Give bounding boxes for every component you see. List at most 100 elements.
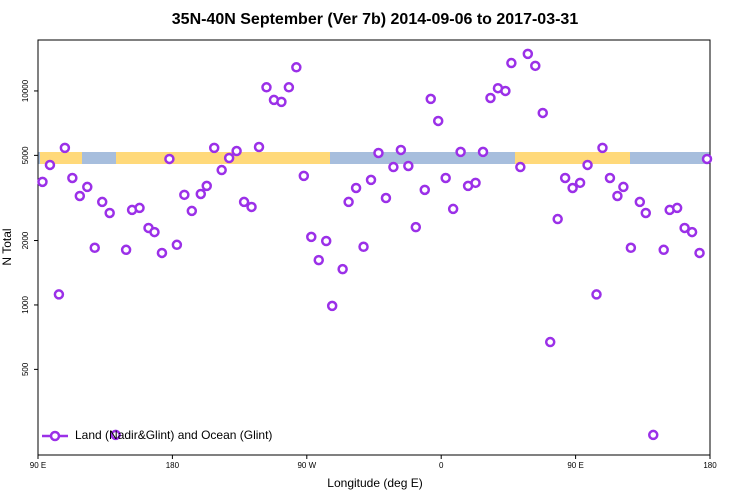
x-tick-label: 90 E xyxy=(30,461,46,470)
point xyxy=(231,145,242,157)
point xyxy=(574,177,586,189)
point xyxy=(110,429,121,441)
point xyxy=(658,244,669,256)
point xyxy=(276,96,287,108)
point xyxy=(410,221,422,233)
point xyxy=(530,60,541,72)
point xyxy=(625,242,637,254)
legend-marker xyxy=(49,430,61,442)
point xyxy=(53,289,65,300)
point xyxy=(291,62,302,73)
y-tick-label: 10000 xyxy=(21,79,30,102)
y-tick-label: 1000 xyxy=(21,296,30,314)
point xyxy=(238,196,250,208)
point xyxy=(373,147,384,159)
point xyxy=(679,222,690,234)
point xyxy=(591,289,602,300)
point xyxy=(559,172,571,184)
point xyxy=(618,181,629,193)
point xyxy=(96,196,108,208)
point xyxy=(104,207,115,219)
point xyxy=(604,172,616,184)
point xyxy=(432,115,444,127)
point xyxy=(640,207,652,219)
point xyxy=(253,141,265,153)
legend-label: Land (Nadir&Glint) and Ocean (Glint) xyxy=(75,428,272,442)
y-tick-label: 2000 xyxy=(21,231,30,249)
point xyxy=(216,164,227,176)
point xyxy=(515,161,526,173)
point xyxy=(388,161,399,173)
point xyxy=(120,244,132,256)
point xyxy=(425,93,436,105)
point xyxy=(283,82,295,93)
point xyxy=(171,239,183,251)
point xyxy=(544,336,556,348)
point xyxy=(326,300,338,312)
point xyxy=(44,159,56,171)
point xyxy=(447,203,459,215)
point xyxy=(246,201,257,213)
point xyxy=(597,142,608,154)
point xyxy=(455,146,466,158)
point xyxy=(440,172,451,184)
point xyxy=(67,172,78,184)
point xyxy=(343,196,354,208)
x-axis-label: Longitude (deg E) xyxy=(327,476,422,490)
point xyxy=(582,159,593,171)
x-tick-label: 180 xyxy=(166,461,180,470)
point xyxy=(89,242,100,254)
point xyxy=(671,202,683,214)
point xyxy=(74,190,86,202)
point xyxy=(59,142,71,154)
point xyxy=(306,231,317,243)
point xyxy=(634,196,646,208)
land-band xyxy=(116,152,330,164)
y-tick-label: 500 xyxy=(21,362,30,376)
plot-frame xyxy=(37,39,711,456)
x-tick-label: 90 W xyxy=(297,461,316,470)
point xyxy=(506,57,517,69)
point xyxy=(337,263,348,275)
point xyxy=(694,247,705,259)
point xyxy=(223,152,235,164)
point xyxy=(686,226,698,238)
point xyxy=(134,202,145,214)
point xyxy=(403,160,414,172)
point xyxy=(350,182,362,194)
point xyxy=(195,188,207,200)
point xyxy=(522,48,534,60)
x-tick-label: 0 xyxy=(439,461,444,470)
point xyxy=(149,226,160,238)
x-tick-label: 90 E xyxy=(567,461,583,470)
point xyxy=(567,182,578,194)
point xyxy=(37,176,48,188)
point xyxy=(320,235,332,247)
point xyxy=(261,82,272,93)
point xyxy=(164,153,175,165)
point xyxy=(380,192,392,204)
y-tick-label: 5000 xyxy=(21,146,30,164)
land-band xyxy=(515,152,630,164)
point xyxy=(201,180,212,192)
point xyxy=(358,241,369,253)
point xyxy=(313,254,324,266)
point xyxy=(419,184,431,196)
point xyxy=(156,247,168,259)
y-axis-label: N Total xyxy=(0,228,14,265)
x-tick-label: 180 xyxy=(703,461,717,470)
point xyxy=(500,85,511,97)
point xyxy=(552,213,563,225)
point xyxy=(648,429,659,441)
point xyxy=(537,107,548,119)
point xyxy=(612,190,623,202)
point xyxy=(298,170,310,182)
point xyxy=(186,205,198,217)
point xyxy=(179,189,190,201)
point xyxy=(82,181,93,193)
point xyxy=(485,92,496,104)
point xyxy=(477,146,489,158)
point xyxy=(365,174,377,186)
point xyxy=(208,142,220,154)
